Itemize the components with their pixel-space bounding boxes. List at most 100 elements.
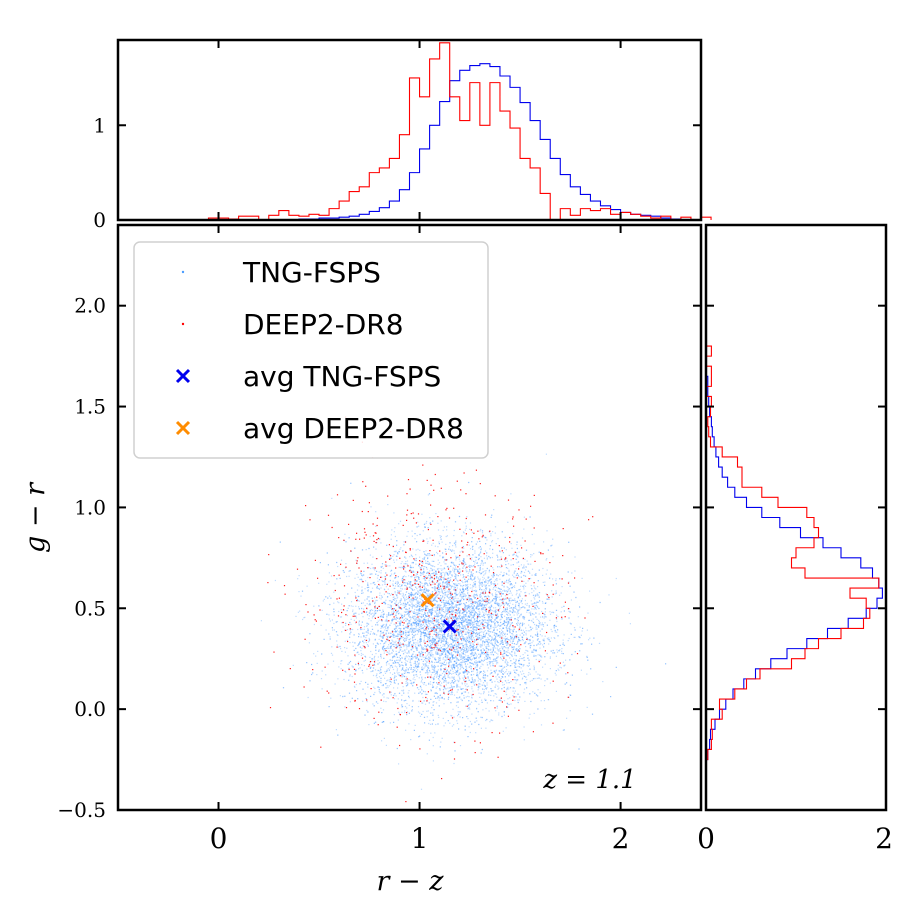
scatter-point [521, 625, 523, 627]
scatter-point [431, 573, 433, 575]
scatter-point [497, 673, 499, 675]
scatter-point [404, 658, 406, 660]
scatter-point [458, 607, 460, 610]
scatter-point [530, 563, 532, 565]
scatter-point [488, 615, 490, 617]
scatter-point [511, 646, 513, 648]
scatter-point [353, 613, 355, 615]
scatter-point [462, 672, 464, 674]
scatter-point [518, 612, 520, 615]
scatter-point [443, 703, 445, 705]
scatter-point [511, 655, 513, 657]
scatter-point [400, 604, 402, 606]
scatter-point [465, 588, 467, 590]
scatter-point [390, 647, 392, 650]
scatter-point [453, 660, 456, 663]
scatter-point [417, 593, 419, 595]
scatter-point [509, 697, 511, 699]
scatter-point [446, 526, 448, 528]
scatter-point [389, 624, 391, 626]
scatter-point [399, 623, 401, 625]
scatter-point [474, 648, 476, 650]
scatter-point [490, 609, 492, 611]
scatter-point [457, 618, 459, 620]
scatter-point [544, 608, 546, 610]
scatter-point [372, 582, 374, 584]
scatter-point [384, 579, 386, 582]
scatter-point [420, 594, 422, 596]
scatter-point [445, 672, 447, 674]
scatter-point [455, 542, 457, 544]
scatter-point [440, 650, 443, 653]
scatter-point [407, 682, 409, 685]
scatter-point [393, 633, 395, 635]
scatter-point [522, 640, 524, 642]
scatter-point [473, 609, 475, 611]
scatter-point [467, 575, 469, 577]
scatter-point [467, 659, 469, 661]
scatter-point [494, 658, 497, 660]
scatter-point [551, 596, 553, 598]
scatter-point [425, 635, 427, 637]
scatter-point [385, 624, 387, 626]
scatter-point [518, 637, 520, 639]
scatter-point [445, 653, 447, 655]
scatter-point [425, 615, 427, 617]
scatter-point [414, 631, 416, 633]
scatter-point [414, 634, 416, 636]
scatter-point [468, 616, 470, 618]
scatter-point [437, 714, 439, 716]
scatter-point [433, 678, 435, 680]
scatter-point [375, 646, 377, 649]
scatter-point [468, 599, 470, 601]
scatter-point [443, 691, 445, 693]
scatter-point [375, 612, 377, 614]
scatter-point [467, 657, 469, 659]
scatter-point [462, 625, 464, 627]
scatter-point [456, 618, 458, 620]
scatter-point [491, 639, 493, 641]
scatter-point [535, 655, 537, 657]
scatter-point [426, 606, 428, 608]
scatter-point [411, 585, 413, 587]
scatter-point [484, 619, 487, 621]
scatter-point [431, 612, 433, 614]
scatter-point [365, 698, 367, 700]
scatter-point [422, 651, 424, 654]
scatter-point [448, 652, 450, 654]
scatter-point [409, 582, 411, 584]
scatter-point [410, 668, 412, 670]
scatter-point [370, 591, 372, 593]
scatter-point [513, 628, 515, 630]
scatter-point [481, 600, 483, 602]
scatter-point [424, 632, 426, 634]
scatter-point [490, 624, 492, 626]
scatter-point [525, 641, 527, 643]
scatter-point [348, 575, 350, 577]
scatter-point [459, 650, 461, 652]
scatter-point [423, 583, 426, 585]
scatter-point [515, 601, 517, 604]
scatter-point [424, 722, 426, 724]
scatter-point [462, 638, 464, 640]
scatter-point [371, 628, 374, 630]
scatter-point [442, 717, 444, 719]
scatter-point [443, 650, 445, 652]
scatter-point [336, 634, 338, 636]
scatter-point [453, 542, 456, 544]
scatter-point [490, 626, 492, 628]
scatter-point [665, 663, 667, 665]
scatter-point [406, 684, 408, 687]
scatter-point [370, 613, 372, 615]
scatter-point [457, 669, 459, 671]
scatter-point [381, 584, 384, 586]
scatter-point [439, 536, 442, 538]
scatter-point [507, 627, 509, 629]
scatter-point [485, 656, 487, 658]
scatter-point [443, 635, 445, 637]
scatter-point [507, 698, 509, 700]
scatter-point [453, 682, 455, 684]
scatter-point [563, 634, 565, 636]
scatter-point [464, 637, 466, 639]
scatter-point [534, 634, 537, 636]
